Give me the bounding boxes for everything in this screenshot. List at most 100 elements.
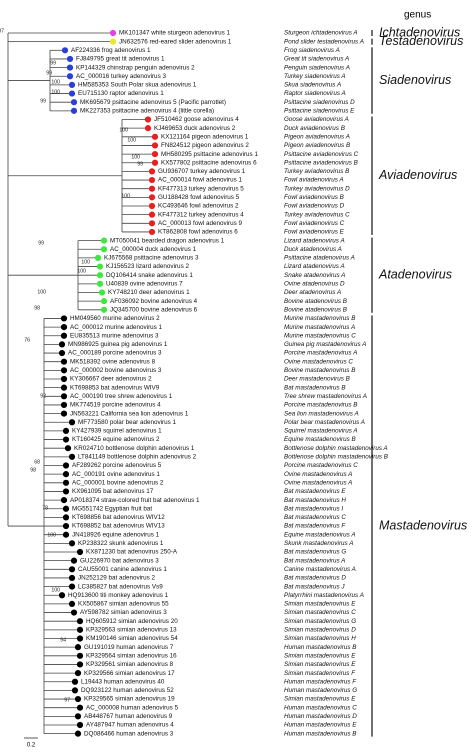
species-label: Fowl aviadenovirus C [284, 220, 345, 227]
leaf-dot [76, 652, 84, 659]
species-label: Guinea pig mastadenovirus A [284, 341, 366, 348]
species-label: Psittacine aviadenovirus B [284, 159, 358, 166]
leaf-dot [76, 721, 84, 729]
species-label: Human mastadenovirus E [284, 722, 357, 729]
species-label: Human mastadenovirus C [284, 704, 357, 711]
species-label: Psittacine aviadenovirus C [284, 151, 359, 158]
species-label: Fowl aviadenovirus A [284, 177, 344, 184]
species-label: Pond slider testadenovirus A [284, 38, 364, 45]
leaf-label: GU936707 turkey adenovirus 1 [158, 168, 246, 175]
leaf-label: AC_000001 bovine adenovirus 2 [72, 479, 164, 486]
leaf-dot [68, 81, 76, 88]
species-label: Equine mastadenovirus B [284, 436, 356, 443]
leaf-dot [71, 678, 79, 685]
species-label: Fowl aviadenovirus B [284, 194, 344, 201]
species-label: Bat mastadenovirus A [284, 557, 345, 564]
leaf-label: MK774519 porcine adenovirus 4 [70, 402, 161, 409]
species-label: Equine mastadenovirus A [284, 531, 356, 538]
genus-header: genus [404, 10, 431, 21]
leaf-dot [148, 194, 156, 201]
species-label: Lizard atadenovirus A [284, 237, 345, 244]
leaf-label: AF289262 porcine adenovirus 5 [72, 462, 162, 469]
leaf-label: KX577802 psittacine adenovirus 6 [161, 159, 257, 166]
leaf-dot [60, 401, 68, 409]
leaf-label: KP329565 simian adenovirus 19 [84, 696, 175, 703]
species-label: Raptor siadenovirus A [284, 90, 346, 97]
leaf-dot [96, 272, 104, 279]
leaf-label: DQ923122 human adenovirus 52 [81, 687, 174, 694]
leaf-dot [148, 211, 156, 218]
leaf-label: AC_000190 tree shrew adenovirus 1 [70, 393, 173, 400]
leaf-label: KP329564 simian adenovirus 16 [86, 652, 177, 659]
leaf-label: MH580295 psittacine adenovirus 1 [161, 151, 258, 158]
leaf-label: KP238322 skunk adenovirus 1 [78, 540, 164, 547]
species-label: Psittacine siadenovirus D [284, 99, 355, 106]
leaf-dot [100, 246, 108, 253]
leaf-dot [68, 540, 76, 547]
leaf-label: DQ106414 snake adenovirus 1 [106, 272, 193, 279]
species-label: Skunk mastadenovirus A [284, 540, 353, 547]
leaf-label: L19443 human adenovirus 40 [81, 678, 165, 685]
leaf-label: KP144329 chinstrap penguin adenovirus 2 [76, 64, 195, 71]
genus-label: Atadenovirus [378, 267, 452, 281]
leaf-label: AY487947 human adenovirus 4 [86, 722, 174, 729]
species-label: Pigeon aviadenovirus A [284, 133, 350, 140]
leaf-label: AF224336 frog adenovirus 1 [71, 47, 151, 54]
leaf-dot [60, 393, 68, 400]
leaf-label: KF477313 turkey adenovirus 5 [158, 185, 244, 192]
species-label: Ovine mastadenovirus A [284, 471, 352, 478]
bootstrap-value: 100 [131, 154, 140, 160]
bootstrap-value: 87 [0, 28, 4, 34]
leaf-dot [71, 687, 79, 694]
leaf-dot [74, 713, 82, 720]
leaf-label: MK695679 psittacine adenovirus 5 (Pacifi… [80, 99, 226, 106]
leaf-dot [70, 609, 78, 616]
species-label: Murine mastadenovirus B [284, 315, 355, 322]
species-label: Bat mastadenovirus E [284, 488, 346, 495]
bootstrap-value: 99 [137, 161, 143, 167]
leaf-dot [100, 306, 108, 313]
leaf-label: FN824512 pigeon adenovirus 2 [161, 142, 249, 149]
species-label: Fowl aviadenovirus D [284, 203, 345, 210]
bootstrap-value: 99 [50, 60, 56, 66]
species-label: Porcine mastadenovirus B [284, 402, 358, 409]
leaf-dot [62, 479, 70, 486]
leaf-label: KM190146 simian adenovirus 54 [86, 635, 178, 642]
leaf-dot [60, 497, 68, 504]
leaf-label: EU715130 raptor adenovirus 1 [78, 90, 164, 97]
leaf-dot [109, 29, 117, 37]
leaf-dot [148, 202, 156, 210]
species-label: Murine mastadenovirus C [284, 332, 356, 339]
leaf-dot [148, 228, 156, 236]
leaf-dot [60, 332, 68, 339]
bootstrap-value: 68 [34, 459, 40, 465]
leaf-label: MN986925 guinea pig adenovirus 1 [68, 341, 168, 348]
leaf-dot [70, 107, 78, 114]
species-label: Pigeon aviadenovirus B [284, 142, 350, 149]
leaf-label: KT698852 bat adenovirus WIV13 [72, 523, 165, 530]
leaf-label: AC_000013 fowl adenovirus 9 [158, 220, 243, 227]
leaf-dot [74, 730, 82, 737]
leaf-dot [62, 462, 70, 469]
species-label: Psittacine atadenovirus A [284, 255, 355, 262]
leaf-label: KR024710 bottlenose dolphin adenovirus 1 [74, 445, 195, 452]
species-label: Simian mastadenovirus E [284, 652, 356, 659]
leaf-label: U40839 ovine adenovirus 7 [106, 281, 183, 288]
leaf-dot [58, 349, 66, 357]
leaf-dot [58, 341, 66, 348]
leaf-dot [98, 289, 106, 296]
leaf-label: JN418926 equine adenovirus 1 [72, 531, 160, 538]
species-label: Ovine atadenovirus D [284, 281, 345, 288]
species-label: Simian mastadenovirus G [284, 618, 356, 625]
species-label: Simian mastadenovirus H [284, 635, 356, 642]
leaf-dot [148, 168, 156, 175]
leaf-label: JN632576 red-eared slider adenovirus 1 [119, 38, 232, 45]
leaf-label: MK227353 psittacine adenovirus 4 (little… [80, 108, 214, 115]
species-label: Snake atadenovirus A [284, 272, 345, 279]
genus-label: Mastadenovirus [379, 518, 467, 532]
leaf-label: GU191019 human adenovirus 7 [84, 644, 174, 651]
leaf-label: KY748210 deer adenovirus 1 [108, 289, 190, 296]
species-label: Ovine mastadenovirus A [284, 479, 352, 486]
leaf-dot [76, 618, 84, 625]
